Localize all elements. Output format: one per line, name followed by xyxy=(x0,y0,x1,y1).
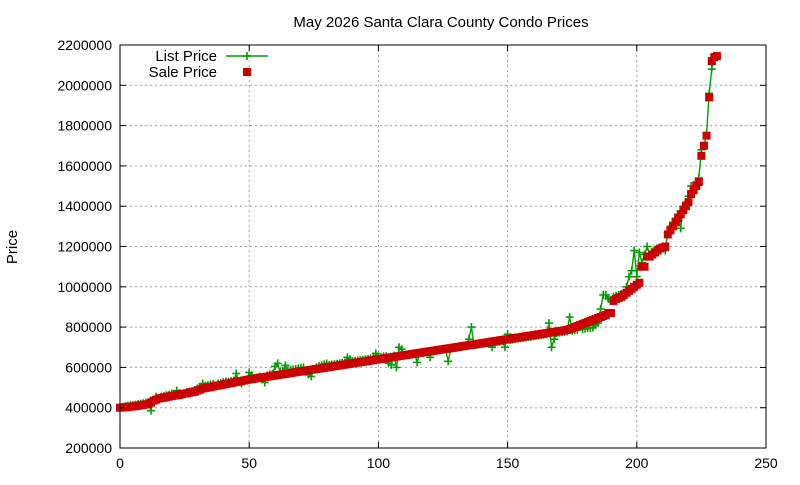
sale-price-point xyxy=(666,226,675,235)
sale-price-point xyxy=(635,278,644,287)
legend-plus-marker xyxy=(243,52,251,60)
chart-title: May 2026 Santa Clara County Condo Prices xyxy=(293,14,588,31)
y-tick-label: 800000 xyxy=(65,319,112,335)
sale-price-point xyxy=(689,186,698,195)
y-tick-label: 1800000 xyxy=(57,118,112,134)
sale-price-point xyxy=(640,262,649,271)
series-list-price xyxy=(116,53,721,415)
sale-price-point xyxy=(707,57,716,66)
list-price-point xyxy=(281,361,290,370)
sale-price-point xyxy=(674,214,683,223)
legend-square-marker xyxy=(243,68,251,76)
legend: List Price Sale Price xyxy=(149,48,268,81)
list-price-point xyxy=(387,360,396,369)
sale-price-point xyxy=(668,222,677,231)
sale-price-point xyxy=(681,202,690,211)
y-axis-label: Price xyxy=(4,230,21,264)
series-layer xyxy=(116,52,721,415)
y-tick-label: 1400000 xyxy=(57,198,112,214)
list-price-point xyxy=(232,369,241,378)
sale-price-point xyxy=(687,190,696,199)
x-tick-label: 50 xyxy=(241,455,257,471)
list-price-point xyxy=(601,290,610,299)
sale-price-point xyxy=(676,210,685,219)
sale-price-point xyxy=(712,52,721,61)
y-tick-label: 1600000 xyxy=(57,158,112,174)
list-price-point xyxy=(596,304,605,313)
y-tick-label: 600000 xyxy=(65,359,112,375)
x-tick-label: 100 xyxy=(367,455,391,471)
sale-price-point xyxy=(671,218,680,227)
list-price-point xyxy=(550,335,559,344)
sale-price-point xyxy=(699,141,708,150)
sale-price-point xyxy=(661,242,670,251)
list-price-point xyxy=(501,343,510,352)
y-tick-label: 1200000 xyxy=(57,239,112,255)
sale-price-point xyxy=(692,182,701,191)
legend-label-list-price: List Price xyxy=(155,48,217,65)
list-price-point xyxy=(635,248,644,257)
list-price-point xyxy=(392,363,401,372)
sale-price-point xyxy=(684,198,693,207)
axes: 0 50 100 150 200 250 200000 400000 600000 800000 1… xyxy=(57,37,777,471)
list-price-point xyxy=(273,359,282,368)
series-sale-price xyxy=(116,52,721,412)
y-tick-label: 2000000 xyxy=(57,77,112,93)
legend-swatch-list-price xyxy=(226,52,268,60)
sale-price-point xyxy=(679,206,688,215)
sale-price-point xyxy=(702,131,711,140)
x-tick-label: 250 xyxy=(754,455,778,471)
sale-price-point xyxy=(606,308,615,317)
list-price-point xyxy=(444,357,453,366)
sale-price-point xyxy=(694,178,703,187)
legend-label-sale-price: Sale Price xyxy=(149,64,217,81)
y-tick-label: 1000000 xyxy=(57,279,112,295)
list-price-point xyxy=(413,358,422,367)
list-price-point xyxy=(544,319,553,328)
x-tick-label: 0 xyxy=(116,455,124,471)
sale-price-point xyxy=(697,151,706,160)
list-price-point xyxy=(467,323,476,332)
list-price-point xyxy=(565,313,574,322)
list-price-point xyxy=(643,242,652,251)
legend-swatch-sale-price xyxy=(243,68,251,76)
list-price-point xyxy=(547,343,556,352)
list-price-point xyxy=(625,272,634,281)
y-tick-label: 2200000 xyxy=(57,37,112,53)
y-tick-label: 400000 xyxy=(65,400,112,416)
sale-price-point xyxy=(663,230,672,239)
list-price-point xyxy=(627,266,636,275)
list-price-point xyxy=(630,246,639,255)
y-tick-label: 200000 xyxy=(65,440,112,456)
x-tick-label: 150 xyxy=(496,455,520,471)
x-tick-label: 200 xyxy=(625,455,649,471)
list-price-point xyxy=(676,224,685,233)
list-price-point xyxy=(707,65,716,74)
sale-price-point xyxy=(705,93,714,102)
